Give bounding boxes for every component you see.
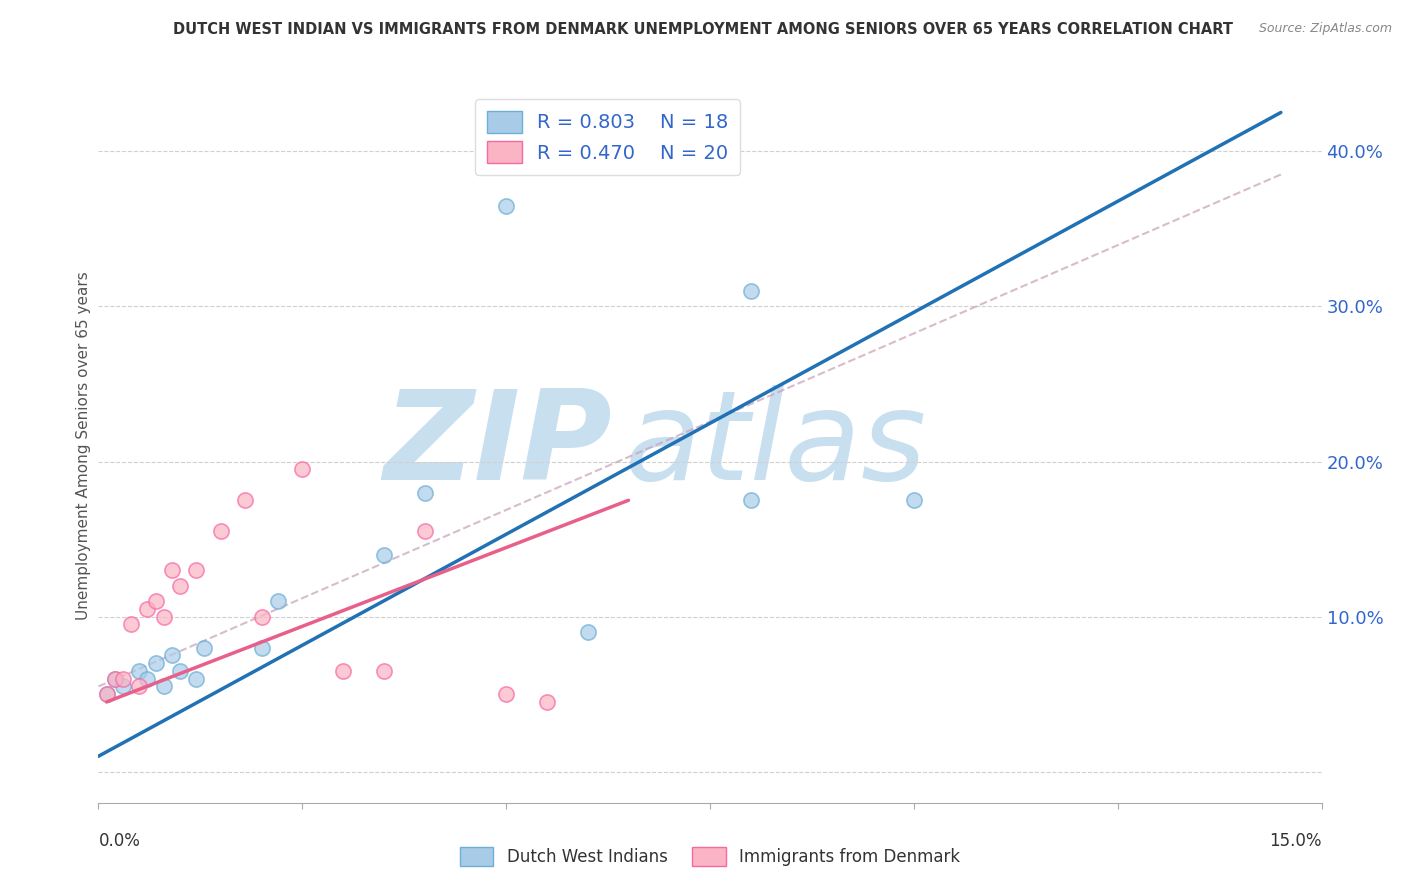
Point xyxy=(128,680,150,694)
Point xyxy=(267,594,290,608)
Point xyxy=(291,462,314,476)
Point xyxy=(128,664,150,678)
Point xyxy=(740,284,762,298)
Point xyxy=(250,609,273,624)
Point xyxy=(145,656,167,670)
Point xyxy=(250,640,273,655)
Point xyxy=(332,664,354,678)
Y-axis label: Unemployment Among Seniors over 65 years: Unemployment Among Seniors over 65 years xyxy=(76,272,91,620)
Point xyxy=(413,485,436,500)
Point xyxy=(169,579,191,593)
Point xyxy=(104,672,127,686)
Point xyxy=(209,524,232,539)
Point xyxy=(160,648,183,663)
Legend: Dutch West Indians, Immigrants from Denmark: Dutch West Indians, Immigrants from Denm… xyxy=(453,840,967,873)
Text: DUTCH WEST INDIAN VS IMMIGRANTS FROM DENMARK UNEMPLOYMENT AMONG SENIORS OVER 65 : DUTCH WEST INDIAN VS IMMIGRANTS FROM DEN… xyxy=(173,22,1233,37)
Point xyxy=(96,687,118,701)
Point xyxy=(136,602,159,616)
Point xyxy=(373,664,395,678)
Point xyxy=(152,609,174,624)
Point xyxy=(145,594,167,608)
Point xyxy=(96,687,118,701)
Point xyxy=(903,493,925,508)
Text: 15.0%: 15.0% xyxy=(1270,831,1322,849)
Point xyxy=(495,198,517,212)
Text: 0.0%: 0.0% xyxy=(98,831,141,849)
Point xyxy=(104,672,127,686)
Point xyxy=(136,672,159,686)
Point xyxy=(111,680,134,694)
Point xyxy=(413,524,436,539)
Text: Source: ZipAtlas.com: Source: ZipAtlas.com xyxy=(1258,22,1392,36)
Point xyxy=(186,672,208,686)
Point xyxy=(495,687,517,701)
Point xyxy=(193,640,215,655)
Point xyxy=(740,493,762,508)
Point xyxy=(576,625,599,640)
Point xyxy=(186,563,208,577)
Point xyxy=(233,493,256,508)
Point xyxy=(373,548,395,562)
Point xyxy=(152,680,174,694)
Point xyxy=(536,695,558,709)
Point xyxy=(120,617,142,632)
Point xyxy=(169,664,191,678)
Text: ZIP: ZIP xyxy=(384,385,612,507)
Point xyxy=(111,672,134,686)
Point xyxy=(160,563,183,577)
Text: atlas: atlas xyxy=(624,385,927,507)
